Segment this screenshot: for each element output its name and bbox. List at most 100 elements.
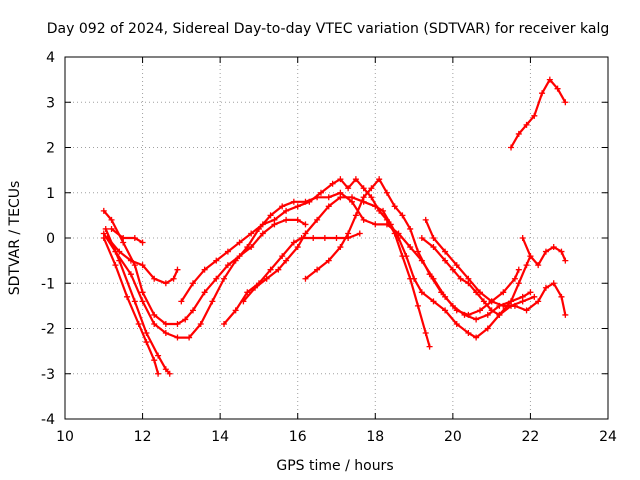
data-point (294, 203, 301, 210)
data-point (387, 221, 394, 228)
data-point (442, 257, 449, 264)
y-tick-label: 0 (46, 231, 55, 247)
data-point (542, 284, 549, 291)
data-point (360, 216, 367, 223)
data-point (477, 307, 484, 314)
data-point (484, 311, 491, 318)
data-point (368, 185, 375, 192)
series-line (304, 178, 532, 321)
data-point (139, 262, 146, 269)
data-point (418, 289, 425, 296)
data-point (337, 244, 344, 251)
series-line (424, 218, 567, 316)
data-point (391, 203, 398, 210)
data-point (290, 198, 297, 205)
data-point (449, 266, 456, 273)
data-point (523, 121, 530, 128)
data-point (546, 76, 553, 83)
data-point (395, 235, 402, 241)
data-point (302, 221, 309, 228)
data-point (314, 266, 321, 273)
data-point (349, 194, 356, 201)
x-tick-label: 10 (56, 429, 74, 445)
data-point (558, 248, 565, 255)
data-point (465, 280, 472, 287)
data-point (376, 176, 383, 183)
data-point (302, 230, 309, 237)
data-point (356, 230, 363, 237)
data-point (496, 311, 503, 318)
data-point (174, 266, 181, 273)
data-point (283, 207, 290, 214)
data-point (108, 216, 115, 223)
data-point (508, 144, 515, 151)
data-point (279, 253, 286, 260)
series-line (110, 227, 144, 244)
data-point (500, 302, 507, 309)
data-point (259, 230, 266, 237)
data-point (182, 316, 189, 323)
data-point (314, 216, 321, 223)
data-point (224, 262, 231, 269)
data-point (453, 262, 460, 269)
data-point (252, 284, 259, 291)
data-point (372, 221, 379, 228)
data-point (271, 216, 278, 223)
data-point (283, 257, 290, 264)
data-point (414, 248, 421, 255)
data-point (108, 225, 115, 232)
data-point (523, 262, 530, 269)
y-tick-label: -3 (41, 367, 55, 383)
data-point (100, 230, 107, 237)
data-point (290, 239, 297, 246)
data-point (209, 298, 216, 305)
data-point (236, 239, 243, 246)
data-point (189, 280, 196, 287)
data-point (465, 330, 472, 337)
data-point (426, 343, 433, 350)
series-track-1 (100, 235, 162, 377)
data-point (221, 275, 228, 282)
data-point (426, 271, 433, 278)
data-point (189, 307, 196, 314)
data-point (155, 352, 162, 359)
data-point (345, 185, 352, 192)
data-point (302, 275, 309, 282)
data-point (337, 194, 344, 201)
data-point (527, 253, 534, 260)
data-point (306, 198, 313, 205)
data-point (325, 257, 332, 264)
data-point (550, 244, 557, 251)
data-point (166, 370, 173, 377)
data-point (442, 307, 449, 314)
data-point (317, 189, 324, 196)
series-line (420, 236, 532, 316)
x-tick-label: 22 (522, 429, 540, 445)
data-point (267, 212, 274, 219)
data-point (213, 257, 220, 264)
data-point (201, 266, 208, 273)
data-point (170, 275, 177, 282)
data-point (360, 185, 367, 192)
series-track-11 (422, 216, 569, 318)
data-point (562, 99, 569, 106)
series-line (242, 196, 536, 339)
x-tick-label: 20 (444, 429, 462, 445)
data-point (562, 257, 569, 264)
series-line (102, 209, 307, 326)
x-axis-label: GPS time / hours (276, 458, 393, 474)
data-point (484, 325, 491, 332)
series-track-13 (519, 235, 569, 269)
data-point (539, 90, 546, 97)
data-point (422, 216, 429, 223)
data-point (414, 302, 421, 309)
data-point (554, 85, 561, 92)
data-point (151, 357, 158, 364)
data-point (124, 293, 131, 300)
chart-title: Day 092 of 2024, Sidereal Day-to-day VTE… (47, 21, 609, 37)
data-point (186, 334, 193, 341)
data-point (352, 212, 359, 219)
data-point (143, 339, 150, 346)
data-point (162, 320, 169, 327)
